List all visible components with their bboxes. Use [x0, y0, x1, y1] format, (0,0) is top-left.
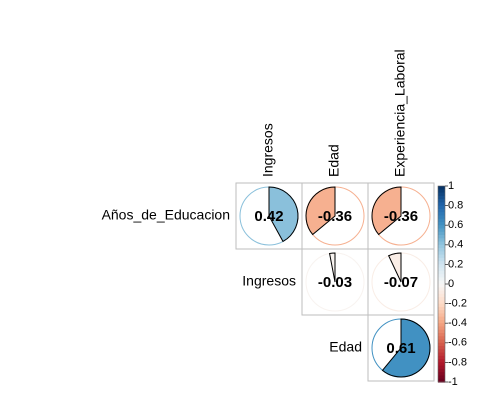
- legend-swatch: [438, 264, 445, 269]
- legend-swatch: [438, 205, 445, 210]
- legend-swatch: [438, 349, 445, 354]
- legend-swatch: [438, 251, 445, 256]
- legend-swatch: [438, 355, 445, 360]
- legend-swatch: [438, 346, 445, 350]
- legend-swatch: [438, 365, 445, 370]
- legend-tick-label: 0.2: [448, 258, 463, 270]
- legend-tick-label: -0.2: [448, 298, 467, 310]
- legend-swatch: [438, 267, 445, 272]
- legend-swatch: [438, 248, 445, 252]
- legend-swatch: [438, 303, 445, 308]
- legend-swatch: [438, 199, 445, 203]
- pie-slice: [387, 252, 402, 283]
- legend-swatch: [438, 228, 445, 233]
- pie-slice: [268, 186, 299, 243]
- legend-swatch: [438, 313, 445, 318]
- legend-tick-label: -1: [448, 376, 458, 388]
- legend-tick-label: 0.4: [448, 239, 463, 251]
- legend-swatch: [438, 277, 445, 282]
- legend-swatch: [438, 378, 445, 383]
- legend-swatch: [438, 333, 445, 337]
- legend-swatch: [438, 231, 445, 236]
- legend-swatch: [438, 202, 445, 207]
- legend-swatch: [438, 316, 445, 321]
- legend-swatch: [438, 339, 445, 344]
- legend-swatch: [438, 238, 445, 243]
- pie-slice: [328, 252, 336, 283]
- pie-slice: [371, 186, 402, 236]
- legend-tick-label: -0.6: [448, 337, 467, 349]
- cell-value: -0.36: [384, 208, 418, 225]
- legend-swatch: [438, 218, 445, 223]
- legend-swatch: [438, 215, 445, 220]
- legend-swatch: [438, 319, 445, 324]
- column-label: Experiencia_Laboral: [392, 49, 408, 177]
- legend-swatch: [438, 352, 445, 357]
- cell-value: -0.07: [384, 274, 418, 291]
- legend-swatch: [438, 375, 445, 380]
- cell-value: -0.03: [318, 274, 352, 291]
- row-label: Edad: [329, 339, 362, 355]
- legend-tick-label: -0.8: [448, 356, 467, 368]
- legend-swatch: [438, 293, 445, 298]
- legend-swatch: [438, 195, 445, 200]
- legend-swatch: [438, 274, 445, 279]
- legend-swatch: [438, 257, 445, 262]
- glyph-layer: 0.42 -0.36 -0.36 -0.03 -0.07 0.61: [239, 186, 431, 378]
- legend-swatch: [438, 235, 445, 239]
- legend-swatch: [438, 323, 445, 328]
- legend-swatch: [438, 244, 445, 249]
- legend-swatch: [438, 192, 445, 197]
- legend-swatch: [438, 225, 445, 230]
- legend-tick-label: 0.8: [448, 200, 463, 212]
- legend-swatch: [438, 270, 445, 275]
- row-label: Ingresos: [242, 273, 296, 289]
- legend-swatch: [438, 241, 445, 246]
- legend-swatch: [438, 261, 445, 265]
- legend-swatch: [438, 297, 445, 301]
- legend-swatch: [438, 280, 445, 285]
- legend-tick-label: 1: [448, 180, 454, 192]
- legend-swatch: [438, 362, 445, 367]
- legend-swatch: [438, 329, 445, 334]
- legend-swatch: [438, 359, 445, 363]
- legend-swatch: [438, 368, 445, 373]
- legend-swatch: [438, 284, 445, 288]
- legend-swatch: [438, 254, 445, 259]
- legend-swatch: [438, 336, 445, 341]
- legend-swatch: [438, 326, 445, 331]
- color-legend: 1 0.8 0.6 0.4 0.2 0 -0.2 -0.4 -0.6 -0.8 -1: [437, 180, 467, 388]
- pie-slice: [305, 186, 336, 236]
- cell-value: -0.36: [318, 208, 352, 225]
- legend-swatch: [438, 306, 445, 311]
- row-label: Años_de_Educacion: [102, 207, 230, 223]
- axis-label-layer: Ingresos Edad Experiencia_Laboral Años_de_E…: [102, 49, 408, 354]
- column-label: Ingresos: [260, 123, 276, 177]
- legend-swatch: [438, 310, 445, 314]
- cell-value: 0.42: [254, 208, 283, 225]
- legend-swatch: [438, 186, 445, 190]
- legend-swatch: [438, 189, 445, 194]
- cell-value: 0.61: [386, 340, 415, 357]
- legend-swatch: [438, 221, 445, 226]
- legend-swatch: [438, 372, 445, 377]
- column-label: Edad: [326, 144, 342, 177]
- legend-swatch: [438, 287, 445, 292]
- legend-swatch: [438, 342, 445, 347]
- pie-slice: [381, 318, 431, 378]
- legend-swatch: [438, 212, 445, 216]
- legend-tick-label: -0.4: [448, 317, 467, 329]
- legend-swatch: [438, 300, 445, 305]
- legend-swatch: [438, 290, 445, 295]
- legend-tick-label: 0.6: [448, 219, 463, 231]
- legend-tick-label: 0: [448, 278, 454, 290]
- legend-swatch: [438, 208, 445, 213]
